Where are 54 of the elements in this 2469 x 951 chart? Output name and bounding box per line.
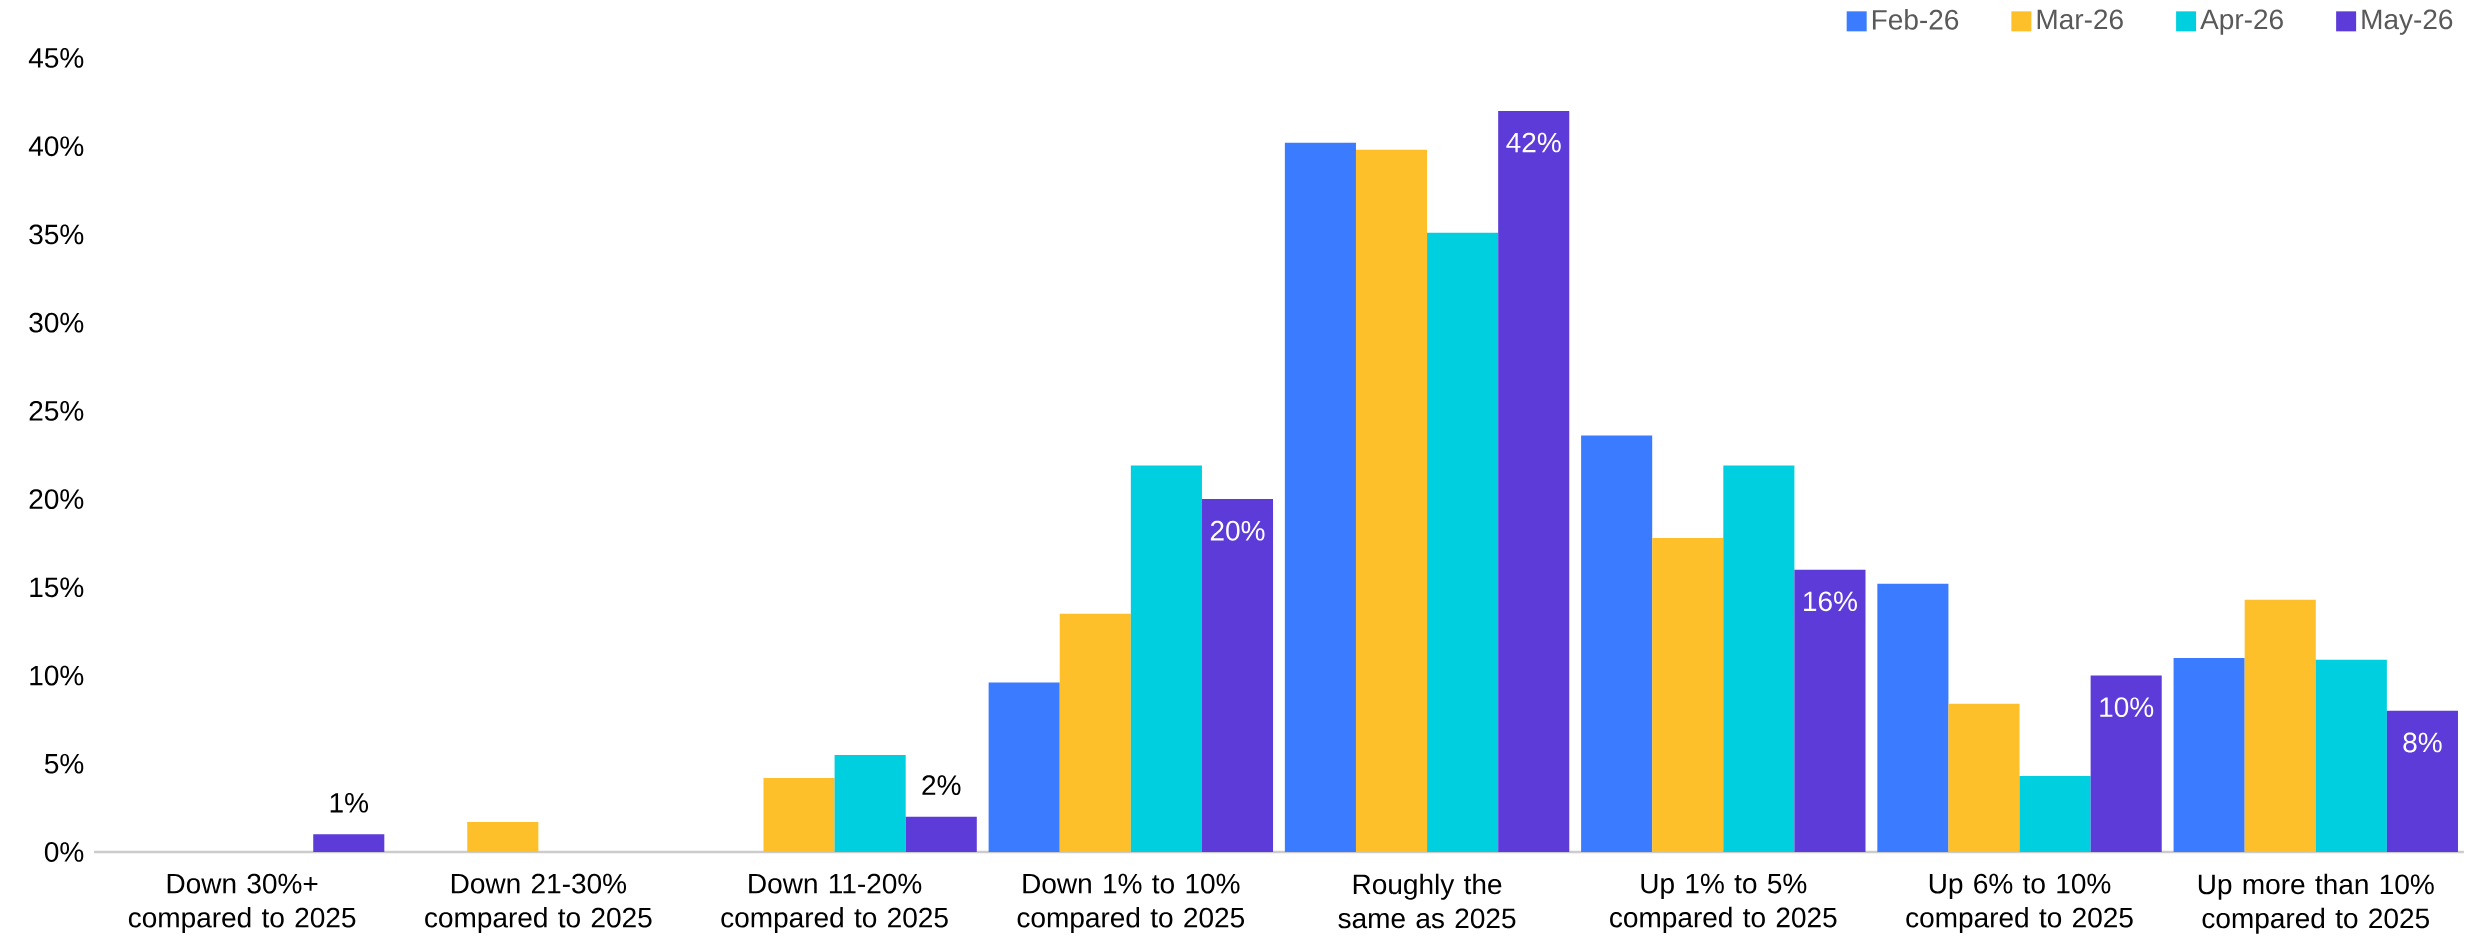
legend-label: Apr-26 — [2200, 9, 2283, 35]
bar — [988, 682, 1060, 852]
y-tick-label: 45% — [28, 48, 84, 68]
x-tick-label: Down 1% to 10% compared to 2025 — [1017, 873, 1245, 934]
legend-label: Mar-26 — [2037, 9, 2123, 30]
data-label: 2% — [922, 775, 961, 795]
y-tick-label: 0% — [44, 842, 84, 862]
x-tick-label: Up 1% to 5% compared to 2025 — [1610, 873, 1837, 933]
bar — [2019, 776, 2091, 852]
bar — [1201, 499, 1274, 852]
y-tick-label: 35% — [29, 224, 84, 245]
bar — [2244, 599, 2316, 852]
bar — [1284, 142, 1356, 852]
bar — [1723, 465, 1795, 852]
bar — [1948, 703, 2020, 852]
data-label: 42% — [1506, 132, 1561, 153]
y-tick-label: 25% — [29, 400, 84, 421]
x-tick-label: Up 6% to 10% compared to 2025 — [1906, 873, 2133, 934]
y-tick-label: 20% — [29, 489, 84, 510]
bar — [467, 821, 539, 852]
data-label: 10% — [2100, 697, 2154, 718]
bar — [1581, 435, 1653, 852]
data-label: 1% — [330, 793, 369, 813]
bar — [313, 834, 385, 852]
bar — [2315, 659, 2387, 852]
bar — [763, 777, 835, 852]
legend-label: Feb-26 — [1872, 9, 1959, 30]
bar — [1498, 110, 1570, 852]
bar — [2386, 710, 2458, 852]
bar — [1794, 569, 1866, 852]
y-tick-label: 5% — [44, 753, 84, 774]
bar — [834, 754, 906, 852]
legend-label: May-26 — [2362, 9, 2453, 35]
bar — [1652, 537, 1724, 852]
bar — [2090, 675, 2162, 852]
x-tick-label: Up more than 10% compared to 2025 — [2198, 873, 2434, 934]
bar — [1130, 465, 1202, 852]
y-tick-label: 30% — [29, 312, 84, 333]
y-tick-label: 15% — [30, 577, 84, 598]
y-tick-label: 40% — [28, 136, 84, 157]
bar — [1059, 613, 1131, 852]
bar — [905, 816, 977, 852]
y-tick-label: 10% — [30, 665, 84, 686]
bar — [1355, 149, 1428, 852]
data-label: 20% — [1210, 520, 1265, 541]
bar — [1877, 583, 1949, 852]
x-tick-label: Down 30%+ compared to 2025 — [128, 873, 356, 934]
bar — [1427, 232, 1499, 852]
x-tick-label: Roughly the same as 2025 — [1338, 873, 1516, 929]
x-tick-label: Down 21-30% compared to 2025 — [425, 873, 652, 934]
data-label: 8% — [2403, 732, 2442, 753]
bar — [2173, 657, 2245, 852]
x-tick-label: Down 11-20% compared to 2025 — [721, 873, 948, 934]
data-label: 16% — [1804, 591, 1857, 612]
